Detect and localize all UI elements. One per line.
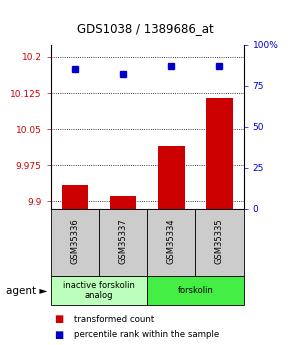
Text: GSM35337: GSM35337 [119, 218, 128, 264]
Text: inactive forskolin
analog: inactive forskolin analog [63, 281, 135, 300]
Bar [195, 209, 244, 276]
Text: agent ►: agent ► [6, 286, 47, 296]
Text: GSM35336: GSM35336 [70, 218, 79, 264]
Text: GSM35334: GSM35334 [167, 218, 176, 264]
Bar [51, 209, 99, 276]
Text: transformed count: transformed count [74, 315, 154, 324]
Text: ■: ■ [54, 314, 63, 324]
Text: ■: ■ [54, 330, 63, 339]
Text: GSM35335: GSM35335 [215, 218, 224, 264]
Bar [110, 196, 136, 209]
Bar [51, 276, 147, 305]
Bar [99, 209, 147, 276]
Text: GDS1038 / 1389686_at: GDS1038 / 1389686_at [77, 22, 213, 36]
Text: forskolin: forskolin [177, 286, 213, 295]
Bar [206, 98, 233, 209]
Bar [61, 185, 88, 209]
Text: percentile rank within the sample: percentile rank within the sample [74, 330, 219, 339]
Bar [147, 276, 244, 305]
Bar [147, 209, 195, 276]
Bar [158, 146, 184, 209]
